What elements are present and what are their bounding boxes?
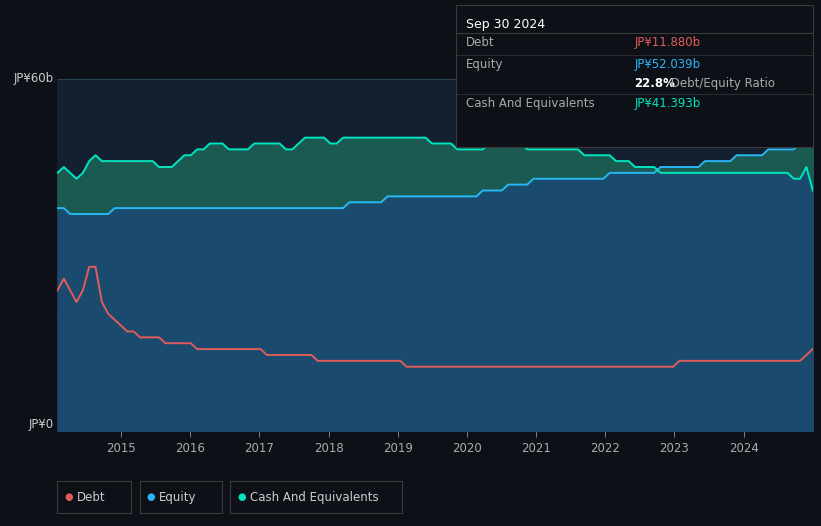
Text: Equity: Equity (159, 491, 197, 503)
Text: ●: ● (237, 492, 245, 502)
Text: JP¥11.880b: JP¥11.880b (635, 36, 700, 49)
Text: 22.8%: 22.8% (635, 77, 675, 90)
Text: JP¥52.039b: JP¥52.039b (635, 58, 700, 72)
Text: Cash And Equivalents: Cash And Equivalents (466, 97, 594, 110)
Text: JP¥41.393b: JP¥41.393b (635, 97, 700, 110)
Text: JP¥0: JP¥0 (29, 418, 53, 431)
Text: Debt: Debt (466, 36, 494, 49)
Text: Debt/Equity Ratio: Debt/Equity Ratio (667, 77, 775, 90)
Text: JP¥60b: JP¥60b (14, 73, 53, 85)
Text: ●: ● (65, 492, 73, 502)
Text: Debt: Debt (77, 491, 106, 503)
Text: Equity: Equity (466, 58, 503, 72)
Text: Sep 30 2024: Sep 30 2024 (466, 18, 544, 32)
Text: ●: ● (147, 492, 155, 502)
Text: Cash And Equivalents: Cash And Equivalents (250, 491, 378, 503)
